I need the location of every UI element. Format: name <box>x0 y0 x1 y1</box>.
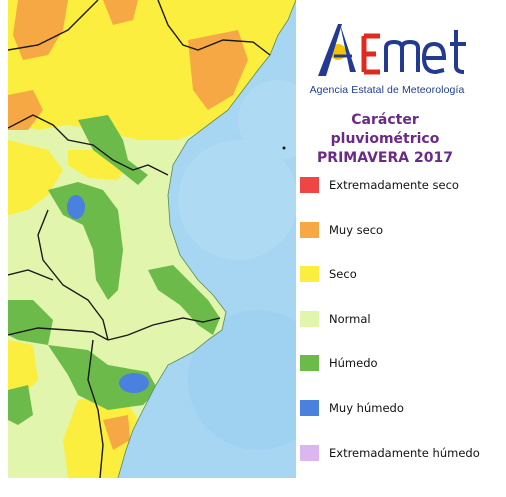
region-humedo-3 <box>148 265 220 335</box>
legend-swatch <box>300 266 319 282</box>
admin-borders <box>8 0 271 478</box>
legend-label: Muy seco <box>329 223 384 237</box>
region-muyseco-w <box>8 90 43 130</box>
region-humedo-1 <box>78 115 148 185</box>
region-humedo-2 <box>48 182 123 300</box>
legend-swatch <box>300 311 319 327</box>
region-muyseco-s <box>103 415 130 450</box>
region-seco-west <box>8 140 63 215</box>
legend-label: Muy húmedo <box>329 401 404 415</box>
legend-label: Seco <box>329 267 357 281</box>
legend-item-seco: Seco <box>300 265 357 283</box>
legend-item-extremadamente-humedo: Extremadamente húmedo <box>300 444 480 462</box>
region-seco-south <box>63 395 138 478</box>
region-muyseco-n <box>103 0 138 25</box>
title-line2: PRIMAVERA 2017 <box>317 150 453 166</box>
legend-label: Húmedo <box>329 356 378 370</box>
title-line1: Carácter pluviométrico <box>330 112 440 147</box>
legend-swatch <box>300 177 319 193</box>
legend-label: Normal <box>329 312 371 326</box>
region-muyhumedo-2 <box>119 373 149 393</box>
aemet-logo <box>318 24 466 76</box>
coastline <box>117 0 296 478</box>
legend-swatch <box>300 400 319 416</box>
logo-subtitle: Agencia Estatal de Meteorología <box>309 84 465 96</box>
region-muyhumedo-1 <box>67 195 85 219</box>
legend-swatch <box>300 355 319 371</box>
region-seco-southwest <box>8 340 38 400</box>
legend-label: Extremadamente seco <box>329 178 459 192</box>
region-muyseco-ne <box>188 30 248 110</box>
legend-item-extremadamente-seco: Extremadamente seco <box>300 176 459 194</box>
region-humedo-4 <box>8 300 53 345</box>
legend-item-humedo: Húmedo <box>300 354 378 372</box>
legend-swatch <box>300 445 319 461</box>
sea-texture <box>178 80 296 450</box>
precipitation-map <box>8 0 296 478</box>
region-muyseco-nw <box>13 0 68 60</box>
legend-label: Extremadamente húmedo <box>329 446 480 460</box>
legend-item-muy-seco: Muy seco <box>300 221 383 239</box>
legend-item-muy-humedo: Muy húmedo <box>300 399 404 417</box>
region-humedo-6 <box>8 385 33 425</box>
legend-item-normal: Normal <box>300 310 371 328</box>
region-humedo-5 <box>48 345 158 410</box>
map-title: Carácter pluviométrico PRIMAVERA 2017 <box>300 111 470 168</box>
legend-swatch <box>300 222 319 238</box>
